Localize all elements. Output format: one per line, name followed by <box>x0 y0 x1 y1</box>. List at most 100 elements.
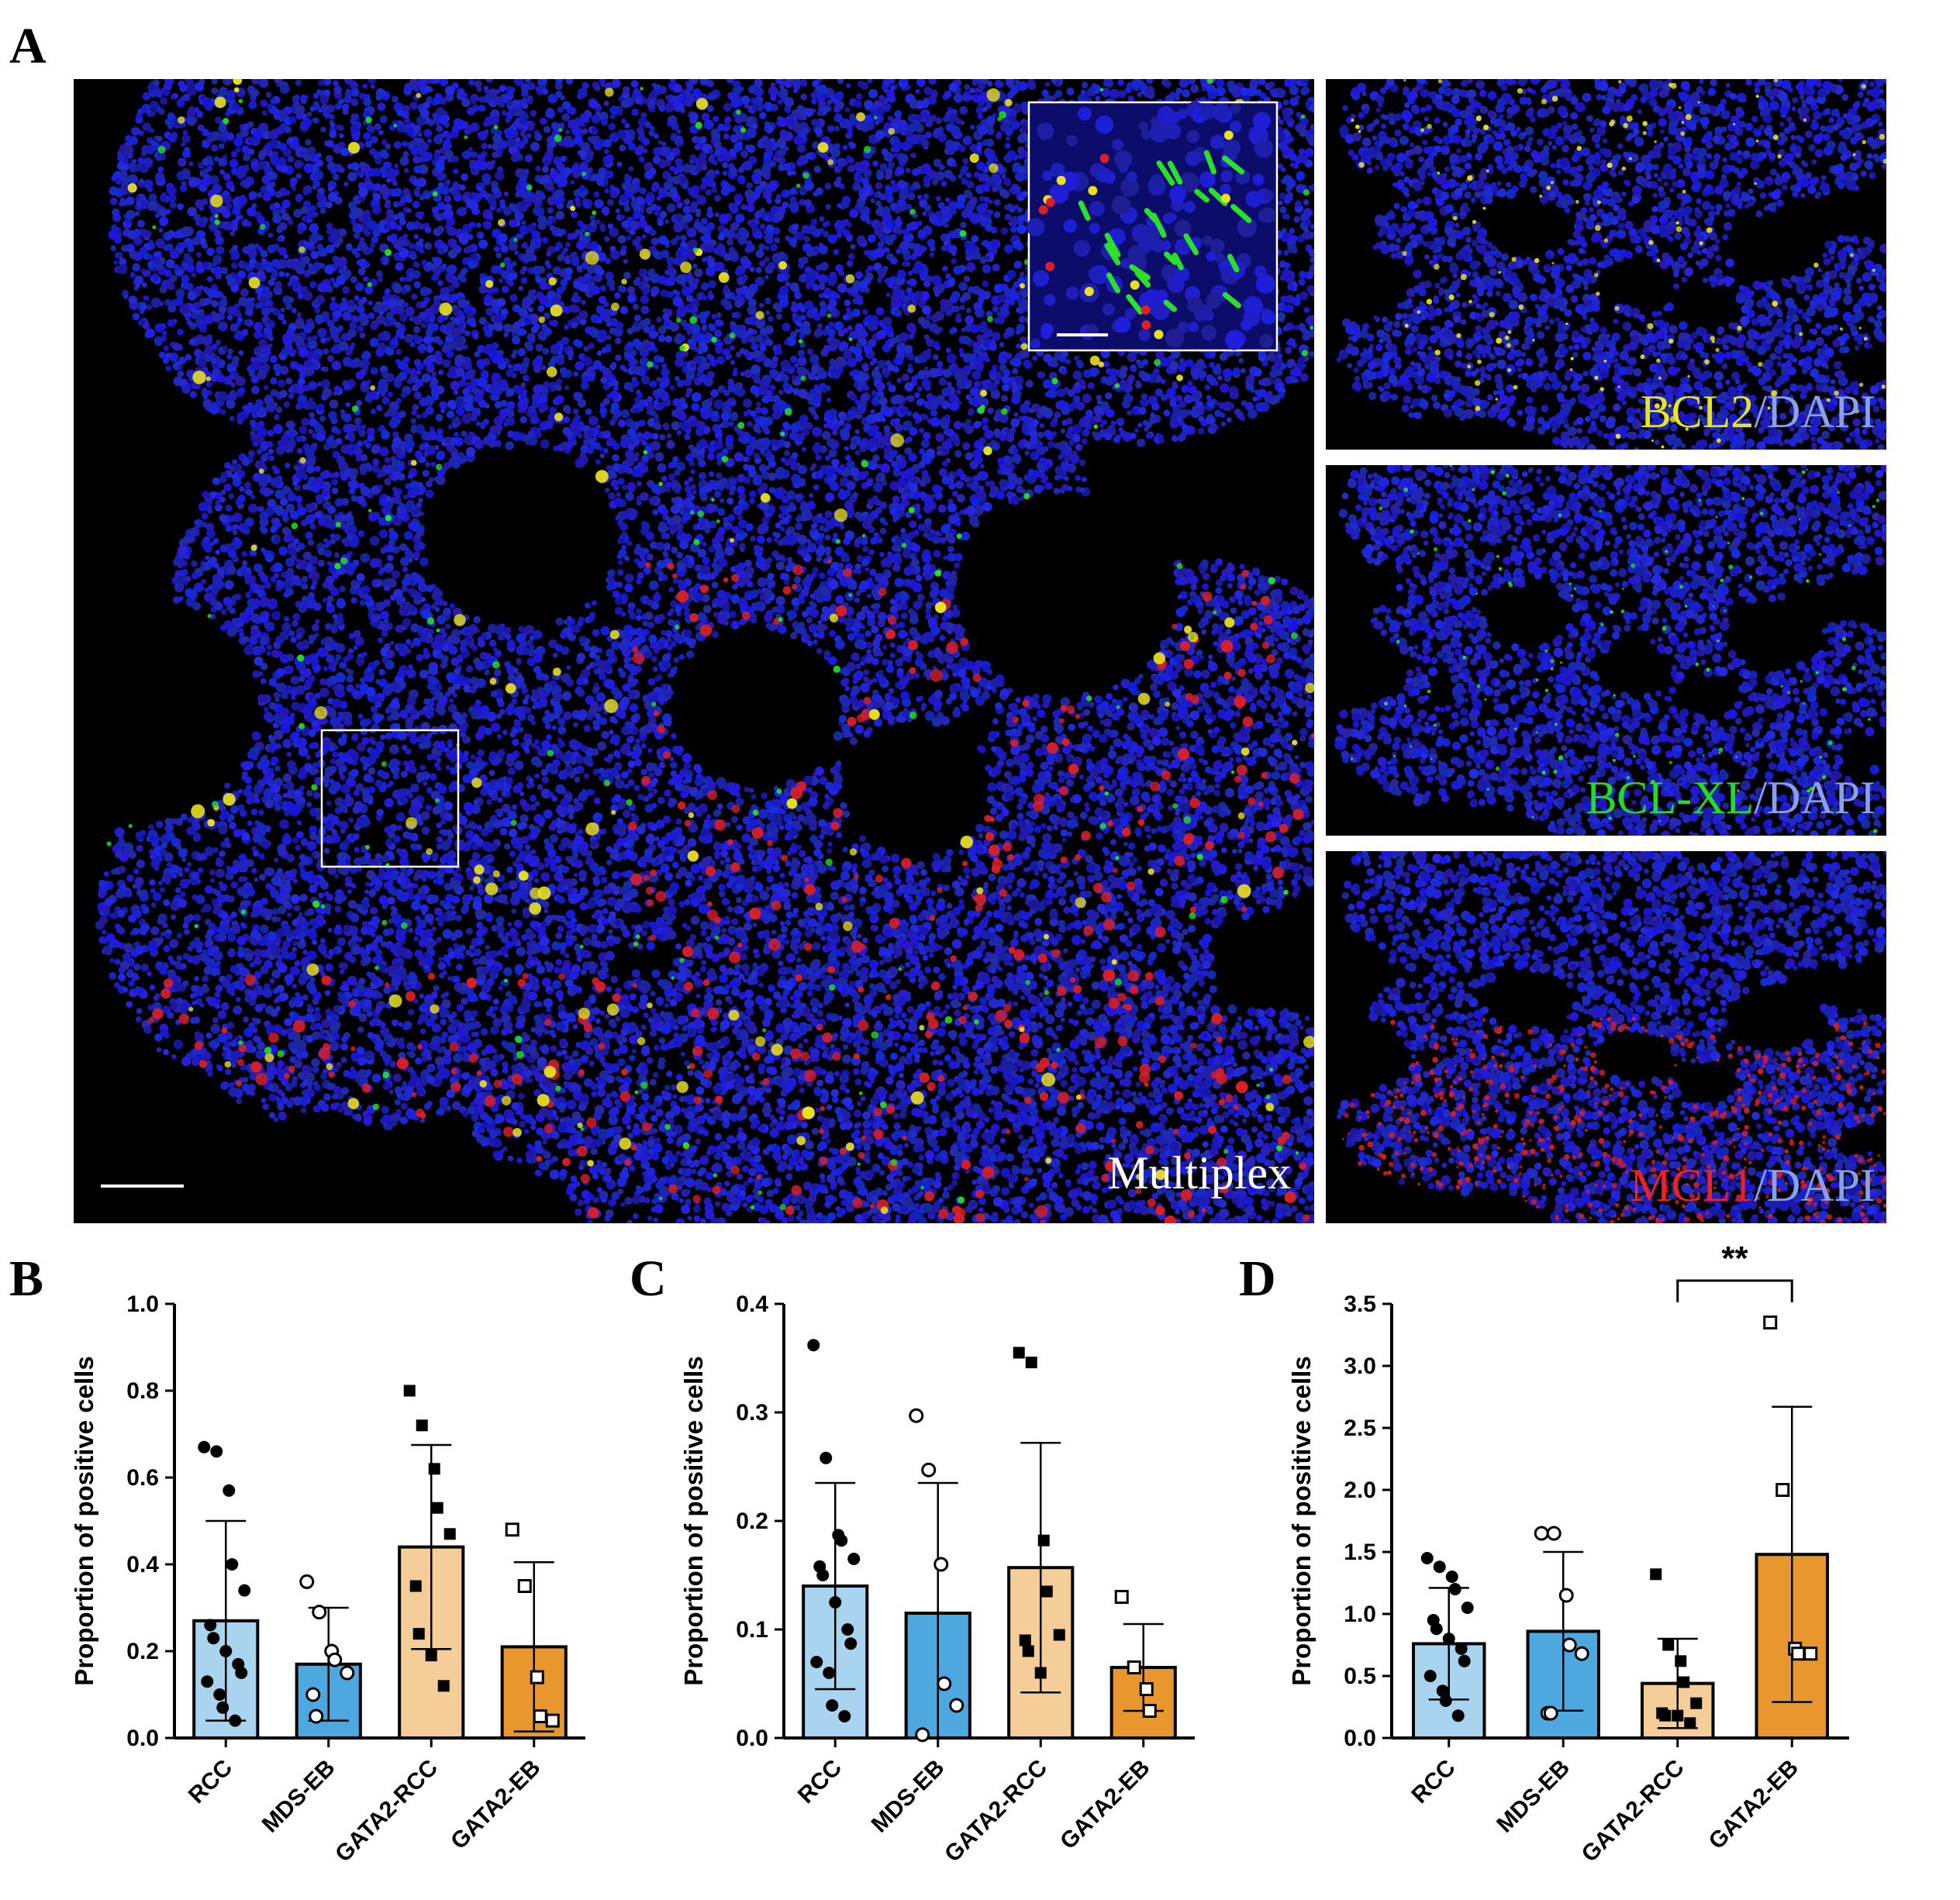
data-point <box>1034 1667 1047 1679</box>
data-point <box>1650 1568 1662 1581</box>
chart-d-svg: 0.0 0.5 1.0 1.5 2.0 2.5 3.0 3.5 Proportion of po… <box>1287 1240 1849 1867</box>
data-point <box>909 1408 924 1423</box>
data-point <box>219 1645 233 1657</box>
bcl2-label: BCL2 <box>1641 386 1755 437</box>
error-bar <box>1020 1441 1061 1694</box>
y-tick-label: 0.0 <box>126 1726 159 1751</box>
data-point <box>533 1709 547 1723</box>
data-point <box>1019 1634 1031 1647</box>
data-point <box>816 1569 830 1581</box>
panel-letter-b: B <box>9 1250 43 1309</box>
data-point <box>1013 1347 1025 1359</box>
dapi-label: DAPI <box>1767 1160 1875 1211</box>
chart-c-svg: 0.0 0.1 0.2 0.3 0.4 Proportion of positive ce… <box>679 1291 1195 1867</box>
data-point <box>505 1522 519 1537</box>
panel-letter-c: C <box>630 1250 667 1309</box>
data-point <box>807 1339 820 1352</box>
bcl2-dapi-label: BCL2/DAPI <box>1641 385 1875 439</box>
data-point <box>1574 1646 1589 1661</box>
multiplex-image <box>95 79 1314 1223</box>
data-point <box>210 1445 223 1458</box>
x-tick-label: MDS-EB <box>1492 1755 1575 1838</box>
data-point <box>327 1652 343 1667</box>
data-point <box>1439 1695 1452 1707</box>
label-separator: / <box>1754 1160 1767 1211</box>
y-tick-label: 3.5 <box>1344 1291 1376 1317</box>
bcl-xl-micrograph: BCL-XL/DAPI <box>1326 465 1886 836</box>
chart-d: 0.0 0.5 1.0 1.5 2.0 2.5 3.0 3.5 Proportion of po… <box>1264 1240 1884 1895</box>
x-tick-label: RCC <box>184 1755 237 1809</box>
y-tick-label: 1.5 <box>1344 1540 1376 1565</box>
y-tick-label: 3.0 <box>1344 1353 1376 1379</box>
data-point <box>1678 1676 1690 1688</box>
data-point <box>340 1665 355 1681</box>
data-point <box>530 1670 544 1684</box>
y-tick-label: 2.5 <box>1344 1416 1376 1441</box>
data-point <box>1458 1654 1471 1667</box>
data-point <box>1543 1705 1558 1721</box>
multiplex-label: Multiplex <box>1107 1147 1291 1200</box>
label-separator: / <box>1754 772 1767 823</box>
data-point <box>431 1502 443 1514</box>
data-point <box>1763 1316 1778 1329</box>
bcl-xl-dapi-label: BCL-XL/DAPI <box>1586 771 1875 825</box>
data-point <box>1534 1526 1549 1541</box>
data-point <box>847 1553 861 1565</box>
error-bar <box>513 1560 554 1733</box>
y-tick-label: 0.0 <box>1344 1726 1376 1751</box>
data-point <box>1454 1642 1468 1655</box>
data-point <box>416 1419 428 1432</box>
data-point <box>437 1680 450 1692</box>
significance-label: ** <box>1721 1240 1748 1278</box>
data-point <box>443 1528 456 1540</box>
y-axis-label: Proportion of positive cells <box>70 1356 98 1685</box>
data-point <box>305 1687 321 1702</box>
mcl1-micrograph: MCL1/DAPI <box>1326 851 1886 1223</box>
data-point <box>1662 1639 1675 1651</box>
multiplex-micrograph: Multiplex <box>74 79 1314 1223</box>
data-point <box>838 1710 851 1722</box>
y-tick-label: 0.2 <box>126 1639 159 1664</box>
data-point <box>309 1709 324 1724</box>
data-point <box>1433 1560 1446 1574</box>
data-point <box>229 1714 242 1727</box>
data-point <box>1430 1622 1443 1636</box>
data-point <box>820 1451 833 1464</box>
data-point <box>1420 1552 1434 1564</box>
mcl1-image <box>1337 851 1886 1223</box>
chart-b: 0.0 0.2 0.4 0.6 0.8 1.0 Proportion of positive… <box>47 1287 620 1895</box>
data-point <box>1803 1647 1818 1661</box>
panel-letter-a: A <box>9 17 47 76</box>
y-tick-label: 0.4 <box>126 1552 159 1578</box>
chart-b-svg: 0.0 0.2 0.4 0.6 0.8 1.0 Proportion of positive… <box>70 1291 585 1867</box>
data-point <box>949 1698 964 1713</box>
x-tick-label: MDS-EB <box>867 1755 950 1838</box>
y-tick-label: 0.6 <box>126 1465 159 1491</box>
data-point <box>204 1619 217 1632</box>
y-tick-label: 0.3 <box>736 1400 768 1426</box>
x-tick-label: GATA2-EB <box>1055 1755 1155 1855</box>
data-point <box>823 1667 836 1679</box>
y-axis-label: Proportion of positive cells <box>679 1356 708 1685</box>
data-point <box>207 1632 220 1645</box>
data-point <box>826 1699 839 1712</box>
stain-signal <box>1341 1016 1886 1223</box>
mcl1-label: MCL1 <box>1630 1160 1754 1211</box>
data-point <box>198 1440 211 1453</box>
data-point <box>201 1675 214 1688</box>
data-point <box>1684 1717 1696 1729</box>
x-tick-label: GATA2-EB <box>1704 1755 1804 1855</box>
data-point <box>1025 1357 1037 1369</box>
x-tick-label: MDS-EB <box>257 1755 340 1838</box>
data-point <box>403 1384 416 1397</box>
data-point <box>428 1463 440 1475</box>
data-point <box>1127 1660 1141 1674</box>
x-tick-label: GATA2-EB <box>446 1755 546 1855</box>
data-point <box>1659 1709 1672 1722</box>
data-point <box>1040 1585 1053 1598</box>
data-point <box>835 1534 848 1547</box>
data-point <box>844 1637 858 1650</box>
y-tick-label: 1.0 <box>1344 1602 1376 1627</box>
data-point <box>1791 1647 1806 1661</box>
data-point <box>1461 1602 1474 1614</box>
